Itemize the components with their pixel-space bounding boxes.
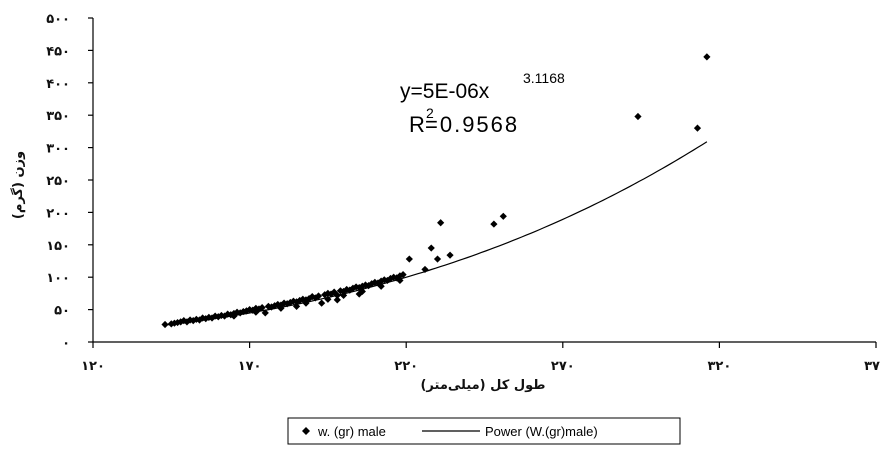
y-ticks: ۰ ۵۰ ۱۰۰ ۱۵۰ ۲۰۰ ۲۵۰ ۳۰۰ ۳۵۰ ۴۰۰ ۴۵۰ ۵۰۰	[46, 12, 93, 351]
data-point	[292, 302, 301, 310]
data-point	[252, 304, 260, 312]
r2-superscript: 2	[426, 105, 434, 121]
data-point	[693, 124, 702, 132]
data-point	[311, 294, 319, 302]
data-point	[336, 287, 345, 295]
data-point	[211, 312, 219, 320]
r2-label: R	[409, 112, 427, 137]
data-point	[377, 282, 385, 290]
x-tick-label: ۱۷۰	[238, 359, 262, 374]
r2-value: =0.9568	[425, 112, 519, 137]
data-point	[314, 292, 323, 300]
data-point	[346, 286, 354, 294]
data-point	[230, 312, 238, 320]
data-point	[180, 317, 188, 325]
data-point	[205, 313, 213, 321]
data-point	[199, 314, 207, 322]
data-point	[274, 300, 282, 309]
x-tick-label: ۱۲۰	[81, 359, 105, 374]
data-point	[421, 265, 429, 274]
data-point	[386, 274, 395, 283]
data-point	[308, 293, 316, 301]
data-point	[355, 290, 363, 298]
legend-series-1-label: w. (gr) male	[317, 424, 386, 439]
data-point	[252, 308, 260, 316]
data-point	[161, 320, 169, 329]
data-point	[264, 302, 272, 310]
data-point	[446, 251, 454, 259]
data-points	[161, 53, 711, 329]
data-point	[255, 305, 263, 313]
x-ticks: ۱۲۰ ۱۷۰ ۲۲۰ ۲۷۰ ۳۲۰ ۳۷۰	[81, 342, 881, 374]
data-point	[490, 220, 498, 228]
plot-area: ۰ ۵۰ ۱۰۰ ۱۵۰ ۲۰۰ ۲۵۰ ۳۰۰ ۳۵۰ ۴۰۰ ۴۵۰ ۵۰۰ ۱۲۰ ۱۷۰ ۲۲۰…	[46, 12, 881, 374]
equation-main: y=5E-06x	[400, 80, 490, 103]
data-point	[433, 255, 442, 263]
data-point	[365, 282, 373, 290]
data-point	[318, 299, 326, 307]
data-point	[186, 316, 194, 324]
equation-annotation: y=5E-06x 3.1168 R 2 =0.9568	[400, 70, 565, 137]
data-point	[214, 313, 222, 321]
data-point	[374, 279, 382, 287]
data-point	[333, 291, 341, 299]
y-tick-label: ۱۵۰	[46, 239, 70, 254]
data-point	[377, 277, 385, 285]
data-point	[246, 306, 254, 314]
data-point	[233, 308, 241, 316]
data-point	[324, 295, 332, 303]
data-point	[703, 53, 711, 61]
y-tick-label: ۵۰۰	[46, 12, 70, 27]
legend-series-2-label: Power (W.(gr)male)	[485, 424, 598, 439]
legend: w. (gr) male Power (W.(gr)male)	[287, 417, 681, 445]
data-point	[292, 298, 301, 306]
data-point	[358, 282, 366, 290]
data-point	[339, 291, 348, 299]
data-point	[393, 274, 401, 282]
data-point	[396, 276, 404, 285]
data-point	[634, 112, 642, 121]
data-point	[305, 294, 313, 303]
y-tick-label: ۴۰۰	[46, 77, 70, 92]
y-tick-label: ۲۰۰	[46, 206, 70, 221]
y-tick-label: ۵۰	[54, 304, 70, 319]
data-point	[236, 309, 244, 317]
data-point	[437, 219, 445, 227]
data-point	[224, 310, 232, 318]
data-point	[302, 299, 310, 307]
x-tick-label: ۳۲۰	[707, 359, 731, 374]
x-tick-label: ۲۷۰	[551, 359, 575, 374]
data-point	[405, 255, 413, 263]
y-tick-label: ۱۰۰	[46, 271, 70, 286]
legend-box	[287, 417, 681, 445]
power-trendline	[164, 141, 708, 326]
data-point	[324, 289, 332, 297]
data-point	[333, 296, 341, 304]
x-axis-title: طول کل (میلی‌متر)	[420, 378, 545, 393]
y-tick-label: ۳۵۰	[46, 109, 70, 124]
x-tick-label: ۳۷۰	[864, 359, 881, 374]
y-tick-label: ۴۵۰	[46, 44, 70, 59]
legend-diamond-marker	[302, 427, 310, 435]
data-point	[189, 317, 197, 325]
equation-exponent: 3.1168	[523, 70, 565, 86]
y-tick-label: ۲۵۰	[46, 174, 70, 189]
data-point	[427, 244, 435, 252]
y-tick-label: ۳۰۰	[46, 142, 70, 157]
y-axis-title: وزن (گرم)	[10, 151, 26, 219]
y-tick-label: ۰	[62, 336, 70, 351]
data-point	[261, 309, 269, 317]
data-point	[399, 271, 407, 279]
data-point	[277, 304, 285, 312]
data-point	[258, 304, 266, 312]
data-point	[327, 290, 335, 298]
data-point	[296, 296, 304, 305]
data-point	[499, 212, 507, 220]
x-tick-label: ۲۲۰	[394, 359, 418, 374]
data-point	[343, 285, 351, 294]
